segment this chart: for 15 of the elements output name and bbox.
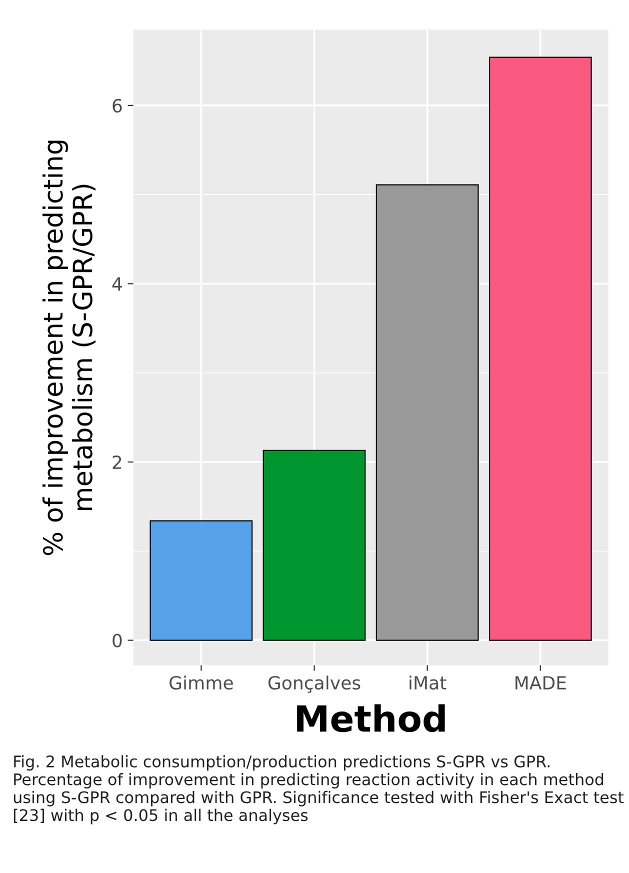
bar bbox=[376, 184, 479, 641]
y-tick-label: 6 bbox=[112, 98, 122, 113]
caption: Fig. 2 Metabolic consumption/production predictions S-GPR vs GPR. Percentage of improvement in predicting reaction activity in each method using S-GPR compared with GPR. Significance tested with Fisher's Exact test [23] with p < 0.05 in all the analyses bbox=[14, 755, 624, 824]
x-tick-label: MADE bbox=[516, 676, 566, 690]
x-tick-label: Gonçalves bbox=[268, 676, 360, 693]
bar bbox=[488, 56, 592, 641]
y-tick-label: 4 bbox=[112, 277, 122, 291]
y-tick-label: 2 bbox=[112, 455, 122, 469]
bar bbox=[150, 520, 253, 641]
x-axis-title: Method bbox=[297, 704, 445, 732]
bar bbox=[262, 450, 366, 641]
y-tick-label: 0 bbox=[112, 634, 122, 648]
x-tick-label: iMat bbox=[410, 676, 446, 690]
x-tick-label: Gimme bbox=[170, 676, 233, 690]
y-axis-title: % of improvement in predicting metabolism (S-GPR/GPR) bbox=[42, 140, 96, 556]
